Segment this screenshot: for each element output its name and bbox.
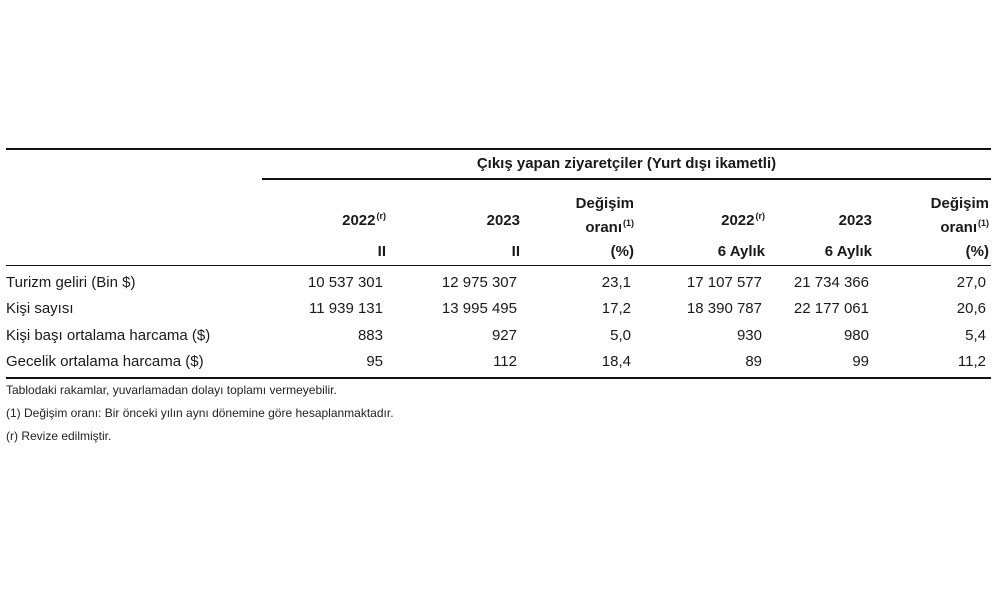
table-cell: 112 <box>493 353 517 370</box>
col-header-2022-q2-year: 2022(r) <box>342 211 386 230</box>
table-cell: 13 995 495 <box>441 300 517 317</box>
table-cell: 20,6 <box>956 300 986 317</box>
footnote-rounding: Tablodaki rakamlar, yuvarlamadan dolayı … <box>6 383 337 397</box>
table-cell: 23,1 <box>601 274 631 291</box>
col-header-change-h1-line2: oranı(1) <box>940 218 989 237</box>
table-cell: 95 <box>366 353 383 370</box>
table-cell: 89 <box>745 353 762 370</box>
table-cell: 18 390 787 <box>686 300 762 317</box>
col-header-2023-h1-year: 2023 <box>838 212 872 229</box>
table-cell: 927 <box>491 327 517 344</box>
table-bottom-rule <box>6 377 991 379</box>
table-cell: 21 734 366 <box>793 274 869 291</box>
table-row: Gecelik ortalama harcama ($) 95 112 18,4… <box>6 350 991 374</box>
col-header-change-h1-unit: (%) <box>965 243 989 260</box>
table-cell: 22 177 061 <box>793 300 869 317</box>
footnote-change-rate: (1) Değişim oranı: Bir önceki yılın aynı… <box>6 406 394 420</box>
header-bottom-rule <box>6 265 991 266</box>
table-cell: 11,2 <box>957 353 986 370</box>
table-cell: 12 975 307 <box>441 274 517 291</box>
column-group-rule <box>262 178 991 180</box>
table-row: Kişi başı ortalama harcama ($) 883 927 5… <box>6 324 991 348</box>
table-cell: 5,0 <box>610 327 631 344</box>
col-header-2022-h1-year: 2022(r) <box>721 211 765 230</box>
col-header-change-q2-line1: Değişim <box>575 195 634 212</box>
table-cell: 883 <box>357 327 383 344</box>
row-label-tourism-revenue: Turizm geliri (Bin $) <box>6 274 136 291</box>
col-header-change-q2-unit: (%) <box>610 243 634 260</box>
table-row: Turizm geliri (Bin $) 10 537 301 12 975 … <box>6 271 991 295</box>
table-top-rule <box>6 148 991 150</box>
col-header-2022-h1-period: 6 Aylık <box>717 243 765 260</box>
table-row: Kişi sayısı 11 939 131 13 995 495 17,2 1… <box>6 297 991 321</box>
footnote-revised: (r) Revize edilmiştir. <box>6 429 112 443</box>
table-cell: 980 <box>843 327 869 344</box>
table-cell: 17,2 <box>601 300 631 317</box>
row-label-avg-nightly-spend: Gecelik ortalama harcama ($) <box>6 353 204 370</box>
col-header-2023-q2-year: 2023 <box>486 212 520 229</box>
table-cell: 11 939 131 <box>309 300 383 317</box>
table-cell: 10 537 301 <box>307 274 383 291</box>
col-header-change-h1-line1: Değişim <box>930 195 989 212</box>
table-cell: 27,0 <box>956 274 986 291</box>
table-cell: 930 <box>736 327 762 344</box>
table-cell: 18,4 <box>601 353 631 370</box>
col-header-change-q2-line2: oranı(1) <box>585 218 634 237</box>
column-group-title: Çıkış yapan ziyaretçiler (Yurt dışı ikam… <box>476 155 777 172</box>
col-header-2023-h1-period: 6 Aylık <box>824 243 872 260</box>
row-label-avg-spend-per-person: Kişi başı ortalama harcama ($) <box>6 327 211 344</box>
row-label-visitor-count: Kişi sayısı <box>6 300 74 317</box>
table-cell: 17 107 577 <box>686 274 762 291</box>
col-header-2022-q2-period: II <box>377 243 386 260</box>
table-cell: 5,4 <box>965 327 986 344</box>
table-cell: 99 <box>852 353 869 370</box>
col-header-2023-q2-period: II <box>511 243 520 260</box>
